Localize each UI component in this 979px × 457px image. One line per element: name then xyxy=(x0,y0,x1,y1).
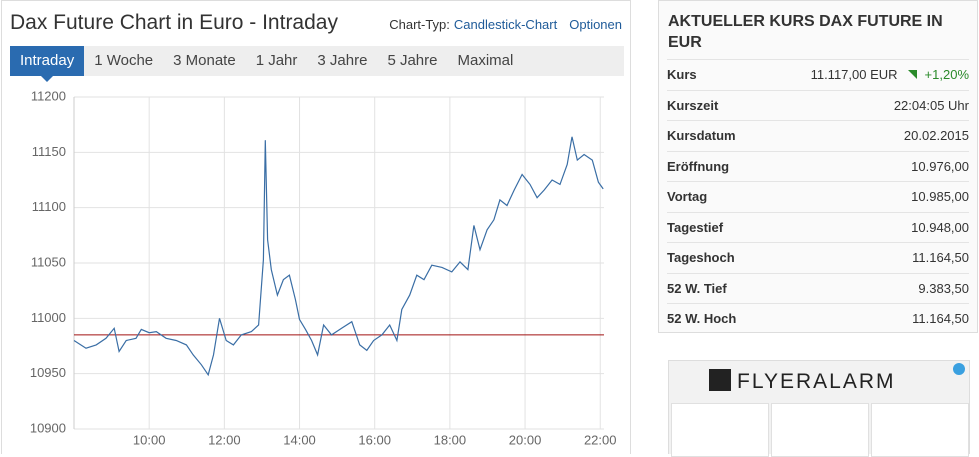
chart: 10900 10950 11000 11050 11100 11150 11200 10:00… xyxy=(30,88,617,447)
quote-row: 52 W. Hoch 11.164,50 xyxy=(667,303,969,334)
tab[interactable]: Maximal xyxy=(457,52,514,69)
ad-image xyxy=(671,403,769,457)
quote-row: Eröffnung 10.976,00 xyxy=(667,150,969,182)
row-value: 22:04:05 Uhr xyxy=(893,97,969,113)
row-label: Tagestief xyxy=(667,219,724,235)
y-tick-label: 11050 xyxy=(31,254,66,269)
ad-image xyxy=(771,403,869,457)
change-icon xyxy=(907,70,917,80)
chart-panel: Dax Future Chart in Euro - Intraday Char… xyxy=(1,0,631,454)
tab-bar: Intraday 1 Woche 3 Monate 1 Jahr 3 Jahre 5 Ja… xyxy=(10,46,624,82)
chart-type-link[interactable]: Candlestick-Chart xyxy=(453,17,558,32)
row-value: 11.117,00 EUR xyxy=(810,67,898,83)
row-value: 10.948,00 xyxy=(911,219,969,235)
row-value: 11.164,50 xyxy=(912,311,969,327)
y-tick-label: 11200 xyxy=(31,88,66,103)
row-value: 10.985,00 xyxy=(911,189,969,205)
quote-row: Kurszeit 22:04:05 Uhr xyxy=(667,89,969,121)
quote-table: Kurs 11.117,00 EUR +1,20% Kurszeit 22:04:05 … xyxy=(659,59,977,334)
row-value: 20.02.2015 xyxy=(903,128,969,144)
change: +1,20% xyxy=(924,67,969,83)
row-label: 52 W. Tief xyxy=(667,280,727,296)
quote-panel: AKTUELLER KURS DAX FUTURE IN EUR Kurs 11.… xyxy=(658,0,978,333)
x-tick-label: 14:00 xyxy=(283,432,316,447)
row-label: Vortag xyxy=(667,189,708,205)
row-label: Kurs xyxy=(667,67,697,83)
chart-type-label: Chart-Typ: xyxy=(389,17,450,32)
x-tick-label: 22:00 xyxy=(584,432,617,447)
tab[interactable]: 3 Monate xyxy=(173,52,236,69)
row-value: 9.383,50 xyxy=(918,280,969,296)
options-link[interactable]: Optionen xyxy=(569,17,622,32)
advertisement[interactable]: FLYERALARM xyxy=(668,360,970,457)
row-value: 10.976,00 xyxy=(911,158,969,174)
row-label: Kursdatum xyxy=(667,128,736,144)
x-tick-label: 12:00 xyxy=(208,432,241,447)
row-label: Tageshoch xyxy=(667,250,735,266)
x-tick-label: 18:00 xyxy=(434,432,467,447)
row-label: Eröffnung xyxy=(667,158,730,174)
quote-row: Vortag 10.985,00 xyxy=(667,181,969,212)
ad-image xyxy=(871,403,969,457)
y-tick-label: 11150 xyxy=(32,144,66,159)
ad-info[interactable] xyxy=(953,363,965,375)
chart-type: Chart-Typ: Candlestick-Chart Optionen xyxy=(389,17,622,32)
x-tick-label: 20:00 xyxy=(509,432,542,447)
tab[interactable]: 1 Woche xyxy=(94,52,154,69)
y-tick-label: 10900 xyxy=(30,420,66,435)
quote-row: Tagestief 10.948,00 xyxy=(667,211,969,243)
panel-title: AKTUELLER KURS DAX FUTURE IN EUR xyxy=(668,13,943,51)
tab[interactable]: 3 Jahre xyxy=(317,52,368,69)
quote-row: 52 W. Tief 9.383,50 xyxy=(667,272,969,304)
row-label: 52 W. Hoch xyxy=(667,311,737,327)
ad-brand: FLYERALARM xyxy=(737,370,896,393)
quote-row: Kursdatum 20.02.2015 xyxy=(667,120,969,151)
tab[interactable]: Intraday xyxy=(10,46,85,82)
chart-heading: Dax Future Chart in Euro - Intraday xyxy=(10,11,338,34)
y-tick-label: 11000 xyxy=(31,310,66,325)
quote-row: Kurs 11.117,00 EUR +1,20% xyxy=(667,59,969,90)
tab[interactable]: 5 Jahre xyxy=(387,52,438,69)
x-tick-label: 16:00 xyxy=(358,432,391,447)
quote-row: Tageshoch 11.164,50 xyxy=(667,242,969,273)
y-tick-label: 11100 xyxy=(32,199,66,214)
x-tick-label: 10:00 xyxy=(133,432,166,447)
price-line xyxy=(73,136,604,377)
y-tick-label: 10950 xyxy=(30,365,66,380)
tab[interactable]: 1 Jahr xyxy=(255,52,298,69)
row-label: Kurszeit xyxy=(667,97,719,113)
row-value: 11.164,50 xyxy=(912,250,969,266)
ad-logo xyxy=(709,369,731,391)
